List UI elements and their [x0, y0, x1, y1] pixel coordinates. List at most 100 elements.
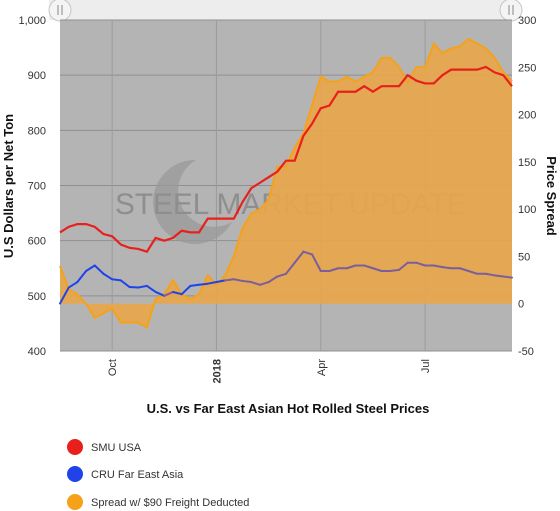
spread-point[interactable] — [110, 306, 115, 311]
cru-point[interactable] — [249, 280, 254, 285]
smu-point[interactable] — [440, 73, 445, 78]
smu-point[interactable] — [153, 235, 158, 240]
spread-point[interactable] — [370, 70, 375, 75]
smu-point[interactable] — [223, 216, 228, 221]
spread-point[interactable] — [84, 301, 89, 306]
smu-point[interactable] — [188, 230, 193, 235]
spread-point[interactable] — [475, 41, 480, 46]
spread-point[interactable] — [501, 70, 506, 75]
smu-point[interactable] — [327, 103, 332, 108]
cru-point[interactable] — [318, 269, 323, 274]
cru-point[interactable] — [336, 266, 341, 271]
cru-point[interactable] — [483, 271, 488, 276]
spread-point[interactable] — [197, 292, 202, 297]
smu-point[interactable] — [414, 78, 419, 83]
smu-point[interactable] — [162, 238, 167, 243]
cru-point[interactable] — [144, 283, 149, 288]
legend-item-spread[interactable]: Spread w/ $90 Freight Deducted — [67, 494, 249, 510]
cru-point[interactable] — [353, 263, 358, 268]
spread-point[interactable] — [153, 296, 158, 301]
smu-point[interactable] — [284, 158, 289, 163]
cru-point[interactable] — [310, 252, 315, 257]
cru-point[interactable] — [344, 266, 349, 271]
spread-point[interactable] — [66, 287, 71, 292]
spread-point[interactable] — [92, 315, 97, 320]
cru-point[interactable] — [171, 289, 176, 294]
smu-point[interactable] — [266, 175, 271, 180]
smu-point[interactable] — [110, 234, 115, 239]
smu-point[interactable] — [449, 67, 454, 72]
cru-point[interactable] — [388, 269, 393, 274]
cru-point[interactable] — [266, 280, 271, 285]
smu-point[interactable] — [423, 81, 428, 86]
cru-point[interactable] — [370, 266, 375, 271]
smu-point[interactable] — [379, 84, 384, 89]
spread-point[interactable] — [188, 296, 193, 301]
cru-point[interactable] — [92, 263, 97, 268]
spread-point[interactable] — [118, 320, 123, 325]
cru-point[interactable] — [101, 271, 106, 276]
smu-point[interactable] — [127, 245, 132, 250]
spread-point[interactable] — [336, 79, 341, 84]
cru-point[interactable] — [327, 269, 332, 274]
spread-point[interactable] — [310, 103, 315, 108]
spread-point[interactable] — [353, 79, 358, 84]
smu-point[interactable] — [510, 84, 515, 89]
cru-point[interactable] — [440, 265, 445, 270]
cru-point[interactable] — [153, 289, 158, 294]
cru-point[interactable] — [501, 274, 506, 279]
smu-point[interactable] — [457, 67, 462, 72]
cru-point[interactable] — [362, 263, 367, 268]
cru-point[interactable] — [301, 249, 306, 254]
smu-point[interactable] — [344, 89, 349, 94]
spread-point[interactable] — [362, 74, 367, 79]
spread-point[interactable] — [101, 311, 106, 316]
spread-point[interactable] — [127, 320, 132, 325]
spread-point[interactable] — [162, 292, 167, 297]
spread-point[interactable] — [275, 164, 280, 169]
cru-point[interactable] — [449, 266, 454, 271]
cru-point[interactable] — [475, 271, 480, 276]
smu-point[interactable] — [101, 232, 106, 237]
smu-point[interactable] — [483, 64, 488, 69]
spread-point[interactable] — [466, 36, 471, 41]
cru-point[interactable] — [510, 275, 515, 280]
smu-point[interactable] — [475, 67, 480, 72]
smu-point[interactable] — [249, 186, 254, 191]
range-navigator-track[interactable] — [49, 0, 512, 20]
cru-point[interactable] — [466, 269, 471, 274]
smu-point[interactable] — [171, 235, 176, 240]
spread-point[interactable] — [397, 65, 402, 70]
cru-point[interactable] — [457, 266, 462, 271]
cru-point[interactable] — [75, 280, 80, 285]
cru-point[interactable] — [231, 277, 236, 282]
cru-point[interactable] — [118, 278, 123, 283]
spread-point[interactable] — [449, 46, 454, 51]
spread-point[interactable] — [327, 79, 332, 84]
smu-point[interactable] — [405, 73, 410, 78]
cru-point[interactable] — [492, 273, 497, 278]
smu-point[interactable] — [75, 222, 80, 227]
smu-point[interactable] — [240, 200, 245, 205]
spread-point[interactable] — [266, 197, 271, 202]
spread-point[interactable] — [414, 65, 419, 70]
spread-point[interactable] — [171, 278, 176, 283]
cru-point[interactable] — [284, 271, 289, 276]
spread-point[interactable] — [423, 65, 428, 70]
spread-point[interactable] — [483, 46, 488, 51]
cru-point[interactable] — [197, 282, 202, 287]
smu-point[interactable] — [136, 246, 141, 251]
spread-point[interactable] — [284, 164, 289, 169]
legend-item-cru[interactable]: CRU Far East Asia — [67, 466, 184, 482]
spread-point[interactable] — [249, 211, 254, 216]
spread-point[interactable] — [318, 74, 323, 79]
smu-point[interactable] — [179, 228, 184, 233]
smu-point[interactable] — [205, 216, 210, 221]
range-navigator[interactable] — [48, 0, 523, 22]
smu-point[interactable] — [92, 224, 97, 229]
smu-point[interactable] — [397, 84, 402, 89]
spread-point[interactable] — [144, 325, 149, 330]
cru-point[interactable] — [127, 285, 132, 290]
smu-point[interactable] — [118, 242, 123, 247]
smu-point[interactable] — [231, 216, 236, 221]
